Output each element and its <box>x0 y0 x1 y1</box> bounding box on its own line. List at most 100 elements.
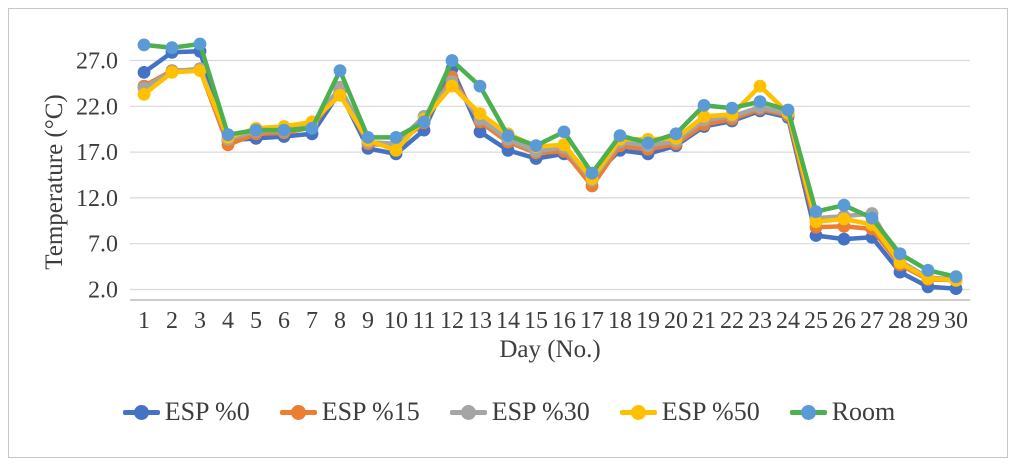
y-axis-title: Temperature (°C) <box>41 94 68 270</box>
legend-marker-icon <box>122 404 160 420</box>
x-tick-label: 9 <box>362 308 374 334</box>
legend-item-esp-30: ESP %30 <box>449 397 590 426</box>
data-point-marker <box>333 64 347 77</box>
x-tick-label: 19 <box>636 308 660 334</box>
y-tick-label: 12.0 <box>76 186 118 212</box>
data-point-marker <box>809 215 823 229</box>
data-point-marker <box>193 64 207 77</box>
screenshot-border-frame: 27.0 22.0 17.0 12.0 7.0 2.0 1 2 3 4 5 6 7 8 9 10 11 12 13 1… <box>8 8 1008 458</box>
data-point-marker <box>837 232 851 246</box>
data-point-marker <box>697 110 711 123</box>
x-tick-label: 26 <box>832 308 856 334</box>
x-tick-label: 1 <box>138 308 150 334</box>
data-point-marker <box>417 115 431 129</box>
legend-marker-icon <box>789 404 827 420</box>
data-point-marker <box>753 79 767 93</box>
legend-item-esp-50: ESP %50 <box>619 397 760 426</box>
series-line-esp-15 <box>141 67 959 283</box>
data-point-marker <box>361 131 375 144</box>
x-tick-label: 14 <box>496 308 520 334</box>
legend-item-esp-15: ESP %15 <box>279 397 420 426</box>
data-point-marker <box>137 38 151 52</box>
x-tick-label: 4 <box>222 308 234 334</box>
x-tick-label: 12 <box>440 308 464 334</box>
data-point-marker <box>529 139 543 153</box>
y-tick-label: 7.0 <box>88 232 118 258</box>
data-point-marker <box>473 107 487 120</box>
data-point-marker <box>473 79 487 93</box>
legend-item-esp-0: ESP %0 <box>122 397 250 426</box>
data-point-marker <box>725 101 739 115</box>
data-point-marker <box>137 66 151 79</box>
data-point-marker <box>809 205 823 219</box>
x-tick-label: 30 <box>944 308 968 334</box>
x-tick-label: 7 <box>306 308 318 334</box>
data-point-marker <box>837 212 851 226</box>
data-point-marker <box>445 54 459 67</box>
legend-label: ESP %30 <box>491 397 590 426</box>
data-point-marker <box>921 263 935 277</box>
x-tick-label: 15 <box>524 308 548 334</box>
data-point-marker <box>837 198 851 212</box>
legend-label: ESP %0 <box>164 397 250 426</box>
x-tick-label: 28 <box>888 308 912 334</box>
y-tick-label: 2.0 <box>88 278 118 304</box>
x-tick-label: 22 <box>720 308 744 334</box>
data-point-marker <box>473 125 487 139</box>
x-tick-label: 27 <box>860 308 884 334</box>
x-axis-title: Day (No.) <box>499 336 601 363</box>
x-tick-label: 8 <box>334 308 346 334</box>
x-tick-label: 11 <box>412 308 435 334</box>
x-tick-label: 20 <box>664 308 688 334</box>
legend-marker-icon <box>449 404 487 420</box>
data-point-marker <box>277 123 291 137</box>
x-tick-label: 13 <box>468 308 492 334</box>
data-point-marker <box>137 88 151 101</box>
data-point-marker <box>781 103 795 117</box>
data-point-marker <box>865 211 879 225</box>
x-tick-label: 29 <box>916 308 940 334</box>
legend-marker-icon <box>279 404 317 420</box>
x-tick-label: 17 <box>580 308 604 334</box>
data-point-marker <box>641 136 655 150</box>
x-tick-label: 16 <box>552 308 576 334</box>
temperature-line-chart: 27.0 22.0 17.0 12.0 7.0 2.0 1 2 3 4 5 6 7 8 9 10 11 12 13 1… <box>9 9 1007 457</box>
series-line-esp-0 <box>141 49 959 291</box>
data-point-marker <box>893 256 907 270</box>
y-tick-label: 17.0 <box>76 140 118 166</box>
legend-label: ESP %15 <box>321 397 420 426</box>
y-tick-label: 27.0 <box>76 49 118 75</box>
x-tick-label: 18 <box>608 308 632 334</box>
legend-marker-icon <box>619 404 657 420</box>
data-point-marker <box>949 270 963 284</box>
x-tick-label: 21 <box>692 308 716 334</box>
series-line-room <box>141 41 959 279</box>
x-tick-label: 23 <box>748 308 772 334</box>
x-tick-label: 3 <box>194 308 206 334</box>
data-point-marker <box>249 123 263 137</box>
data-point-marker <box>445 79 459 93</box>
data-point-marker <box>221 128 235 142</box>
x-tick-label: 6 <box>278 308 290 334</box>
data-point-marker <box>389 143 403 157</box>
data-point-marker <box>557 138 571 152</box>
series-line-esp-50 <box>141 68 959 283</box>
data-point-marker <box>669 127 683 141</box>
data-point-marker <box>333 88 347 102</box>
legend-label: Room <box>831 397 896 426</box>
legend-label: ESP %50 <box>661 397 760 426</box>
x-tick-label: 2 <box>166 308 178 334</box>
x-tick-label: 5 <box>250 308 262 334</box>
x-tick-label: 10 <box>384 308 408 334</box>
data-point-marker <box>585 166 599 180</box>
x-tick-label: 24 <box>776 308 800 334</box>
data-point-marker <box>753 95 767 109</box>
data-point-marker <box>893 247 907 261</box>
data-point-marker <box>557 125 571 139</box>
x-tick-label: 25 <box>804 308 828 334</box>
legend-item-room: Room <box>789 397 896 426</box>
data-point-marker <box>613 129 627 143</box>
legend: ESP %0 ESP %15 ESP %30 ESP %50 Room <box>69 399 949 425</box>
data-point-marker <box>697 99 711 112</box>
